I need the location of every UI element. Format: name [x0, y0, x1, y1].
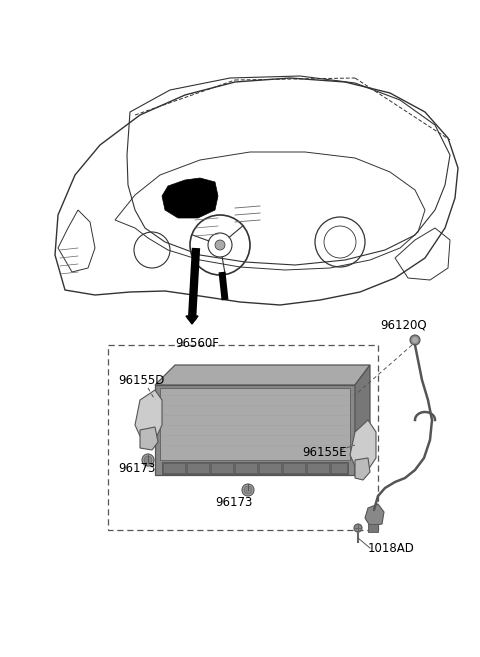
Polygon shape: [365, 504, 384, 526]
Circle shape: [412, 337, 418, 343]
Bar: [368, 524, 378, 532]
Polygon shape: [186, 316, 198, 324]
Circle shape: [410, 335, 420, 345]
Bar: [187, 463, 209, 473]
Polygon shape: [162, 462, 348, 474]
Text: 96173: 96173: [118, 461, 156, 474]
Circle shape: [244, 486, 252, 494]
Polygon shape: [350, 420, 376, 470]
Polygon shape: [155, 385, 355, 475]
Text: 96155D: 96155D: [118, 373, 164, 386]
Text: 1018AD: 1018AD: [368, 541, 415, 555]
Polygon shape: [355, 365, 370, 475]
Bar: [211, 463, 233, 473]
Polygon shape: [140, 427, 158, 450]
Circle shape: [354, 524, 362, 532]
Text: 96560F: 96560F: [175, 337, 219, 350]
Circle shape: [215, 240, 225, 250]
Bar: [283, 463, 305, 473]
Polygon shape: [162, 178, 218, 218]
Bar: [235, 463, 257, 473]
Polygon shape: [135, 390, 162, 440]
Bar: [307, 463, 329, 473]
Polygon shape: [160, 388, 350, 460]
Circle shape: [242, 484, 254, 496]
Bar: [331, 463, 347, 473]
Polygon shape: [155, 365, 370, 385]
Circle shape: [142, 454, 154, 466]
Bar: [163, 463, 185, 473]
Circle shape: [144, 456, 152, 464]
Text: 96120Q: 96120Q: [380, 319, 427, 332]
Polygon shape: [355, 458, 370, 480]
Text: 96155E: 96155E: [302, 445, 347, 459]
Circle shape: [142, 455, 156, 469]
Bar: [259, 463, 281, 473]
Text: 96173: 96173: [215, 495, 252, 509]
Bar: [108, 345, 378, 530]
